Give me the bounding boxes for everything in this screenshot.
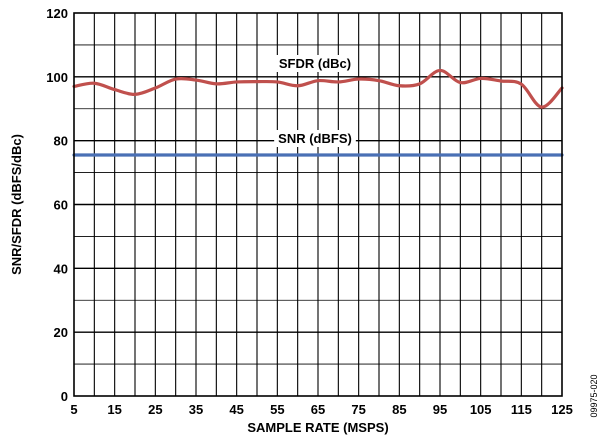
annotation-text: SFDR (dBc)	[279, 56, 351, 71]
sfdr-series-line	[72, 68, 564, 109]
y-tick-label: 0	[61, 389, 68, 404]
x-tick-label: 115	[511, 402, 532, 417]
x-tick-label: 55	[270, 402, 284, 417]
x-tick-label: 125	[551, 402, 573, 417]
label-background	[274, 130, 356, 147]
figure-id: 09975-020	[589, 374, 599, 417]
annotation-text: SNR (dBFS)	[278, 131, 352, 146]
sfdr-label: SFDR (dBc)	[274, 55, 356, 72]
series-layer	[72, 68, 564, 157]
y-tick-labels: 0 20 40 60 80 100 120	[46, 6, 68, 404]
y-tick-label: 120	[46, 6, 68, 21]
y-axis-title: SNR/SFDR (dBFS/dBc)	[9, 134, 24, 275]
x-tick-label: 105	[470, 402, 492, 417]
x-axis-title: SAMPLE RATE (MSPS)	[247, 420, 388, 435]
y-tick-label: 60	[54, 198, 68, 213]
y-tick-label: 20	[54, 325, 68, 340]
label-background	[274, 55, 356, 72]
snr-label: SNR (dBFS)	[274, 130, 356, 147]
x-tick-label: 65	[311, 402, 325, 417]
x-tick-label: 75	[351, 402, 365, 417]
x-tick-labels: 5 15 25 35 45 55 65 75 85 95 105 115 125	[70, 402, 572, 417]
x-tick-label: 45	[229, 402, 243, 417]
y-tick-label: 100	[46, 70, 68, 85]
x-tick-label: 15	[107, 402, 121, 417]
y-tick-label: 40	[54, 261, 68, 276]
annotation-layer: SFDR (dBc) SNR (dBFS)	[274, 55, 356, 147]
x-tick-label: 35	[189, 402, 203, 417]
plot-frame	[73, 12, 563, 397]
x-tick-label: 85	[392, 402, 406, 417]
x-tick-label: 95	[433, 402, 447, 417]
y-tick-label: 80	[54, 134, 68, 149]
x-tick-label: 25	[148, 402, 162, 417]
x-tick-label: 5	[70, 402, 77, 417]
